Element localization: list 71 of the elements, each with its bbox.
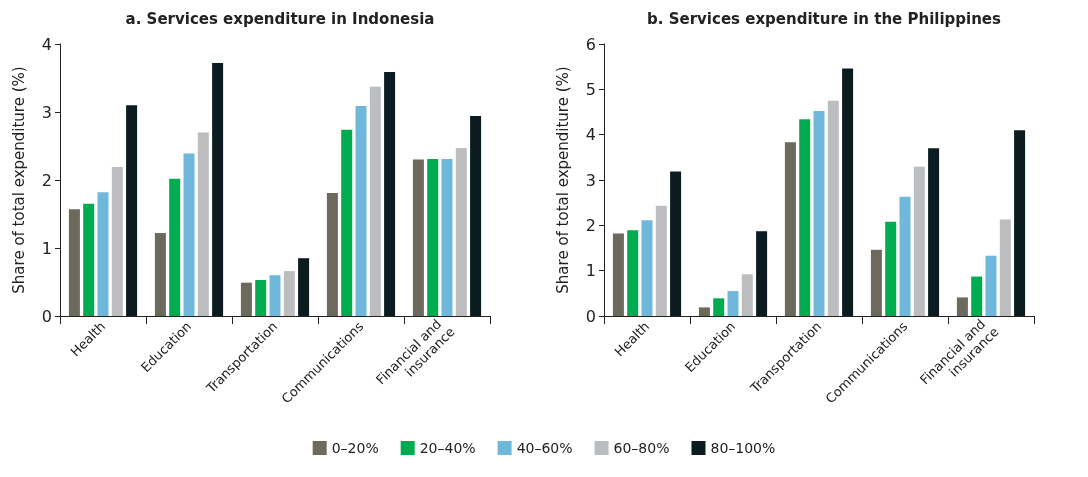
y-tick-label: 0 [41,306,52,326]
legend-label: 60–80% [613,440,670,456]
y-tick-label: 3 [585,170,596,190]
bar [799,119,811,316]
bar [240,282,252,316]
bar [928,148,940,316]
y-axis-title: Share of total expenditure (%) [553,66,572,294]
y-tick-label: 1 [41,238,52,258]
legend-label: 20–40% [419,440,476,456]
bar [985,255,997,316]
chart-title: b. Services expenditure in the Philippines [647,9,1002,28]
bar [698,307,710,316]
bar [83,203,95,316]
bar [255,279,267,316]
bar [197,132,209,316]
bar [126,105,138,316]
bar [326,192,338,316]
bar [212,63,224,316]
bar [111,167,123,316]
y-tick-label: 4 [585,125,596,145]
legend-label: 0–20% [331,440,379,456]
bar [655,205,667,316]
bar [470,116,482,316]
bar [154,233,166,316]
bar [641,220,653,316]
bar [612,233,624,316]
bar [1014,130,1026,316]
bar [412,159,424,316]
bar [741,274,753,316]
bar [169,178,181,316]
bar [956,297,968,316]
bar [341,129,353,316]
bar [369,86,381,316]
bar [713,298,725,316]
bar [870,249,882,316]
bar [298,258,310,316]
y-tick-label: 3 [41,102,52,122]
bar [842,68,854,316]
bar [784,142,796,316]
y-tick-label: 0 [585,306,596,326]
legend-label: 80–100% [710,440,776,456]
bar [427,158,439,316]
bar [885,221,897,316]
bar [384,71,396,316]
bar [899,196,911,316]
y-tick-label: 1 [585,261,596,281]
bar [999,219,1011,316]
y-axis-title: Share of total expenditure (%) [9,66,28,294]
bar [670,171,682,316]
bar [827,100,839,316]
y-tick-label: 6 [585,34,596,54]
chart-title: a. Services expenditure in Indonesia [125,9,435,28]
legend-label: 40–60% [516,440,573,456]
y-tick-label: 4 [41,34,52,54]
bar [813,111,825,316]
bar [97,192,109,316]
y-tick-label: 5 [585,79,596,99]
bar [756,231,768,316]
bar [627,230,639,316]
bar [971,276,983,316]
bar [269,275,281,316]
bar [355,105,367,316]
y-tick-label: 2 [585,215,596,235]
bar [455,148,467,316]
bar [441,158,453,316]
bar [913,166,925,316]
bar [727,291,739,316]
bar [68,209,80,316]
bar [283,271,295,316]
y-tick-label: 2 [41,170,52,190]
bar [183,153,195,316]
